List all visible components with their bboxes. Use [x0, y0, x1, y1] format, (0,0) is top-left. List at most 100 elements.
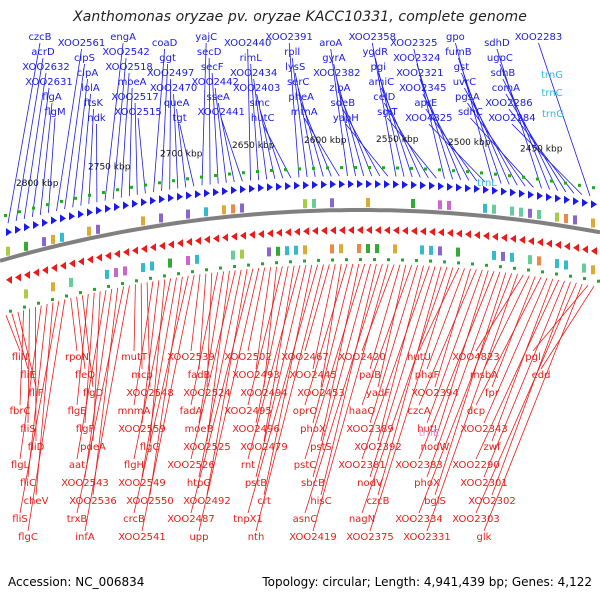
reverse-label-line [206, 270, 230, 442]
gene-label-reverse: zwf [484, 442, 501, 453]
forward-gene-arrow [96, 206, 102, 215]
reverse-label-line [19, 300, 60, 514]
gene-label-rna: trnC [541, 88, 562, 99]
forward-gene-arrow [15, 225, 21, 234]
gene-label-forward: gst [454, 62, 470, 73]
forward-gene-arrow [465, 184, 471, 193]
reverse-label-line [263, 266, 277, 388]
gene-label-reverse: phaF [415, 370, 440, 381]
gene-feature-bar [60, 232, 64, 242]
tick-mark-outer [522, 175, 525, 179]
gene-label-reverse: XOO2539 [167, 352, 214, 363]
reverse-label-line [361, 265, 430, 460]
forward-gene-arrow [42, 218, 48, 227]
tick-mark-inner [247, 263, 250, 267]
gene-feature-bar [591, 265, 595, 275]
gene-feature-bar [123, 266, 127, 276]
rrna-reverse-labels: trnE [419, 428, 440, 439]
reverse-gene-arrow [96, 253, 102, 262]
forward-gene-arrow [6, 228, 12, 237]
gene-feature-bar [573, 215, 577, 225]
reverse-gene-arrow [402, 226, 408, 235]
gene-feature-bar [357, 244, 361, 253]
forward-gene-arrow [519, 189, 525, 198]
tick-mark-inner [415, 259, 418, 262]
gene-feature-bar [501, 251, 505, 261]
reverse-label-line [27, 303, 48, 478]
gene-label-forward: clpS [74, 53, 95, 64]
gene-label-forward: XOO2442 [191, 77, 238, 88]
reverse-gene-arrow [150, 243, 156, 252]
gene-label-reverse: fadB [188, 370, 211, 381]
forward-gene-arrow [321, 180, 327, 189]
gene-label-reverse: phoX [300, 424, 326, 435]
gene-label-forward: XOO2382 [313, 68, 360, 79]
gene-label-forward: pgsA [455, 92, 480, 103]
tick-mark-outer [200, 175, 203, 179]
gene-feature-bar [438, 200, 442, 210]
reverse-label-line [426, 268, 465, 370]
gene-label-forward: aprE [414, 98, 437, 109]
gene-feature-bar [24, 289, 28, 299]
tick-mark-inner [373, 258, 376, 261]
gene-feature-bar [186, 256, 190, 265]
forward-gene-arrow [339, 180, 345, 189]
gene-label-reverse: bglS [424, 496, 446, 507]
tick-mark-inner [261, 262, 264, 266]
forward-gene-arrow [114, 203, 120, 211]
gene-feature-bar [582, 263, 586, 273]
gene-label-reverse: htpG [187, 478, 211, 489]
forward-label-line [339, 93, 373, 177]
reverse-label-line [426, 273, 518, 532]
tick-mark-inner [513, 266, 516, 270]
reverse-label-line [475, 279, 560, 460]
reverse-label-line [84, 288, 113, 478]
gene-label-reverse: XOO2493 [232, 370, 279, 381]
tick-mark-outer [32, 206, 35, 210]
tick-mark-outer [578, 183, 581, 187]
reverse-label-line [133, 278, 171, 460]
gene-label-reverse: nodV [357, 478, 383, 489]
reverse-label-line [418, 269, 477, 406]
gene-label-forward: sseA [206, 92, 230, 103]
forward-label-line [7, 42, 41, 224]
gene-label-reverse: fliE [20, 370, 35, 381]
reverse-label-line [84, 285, 130, 532]
forward-gene-arrow [303, 181, 309, 190]
forward-label-line [496, 48, 542, 189]
tick-mark-outer [410, 166, 413, 170]
reverse-label-line [190, 272, 219, 406]
forward-gene-arrow [87, 208, 93, 217]
gene-label-rna: trnL [477, 178, 497, 189]
forward-label-line [386, 117, 437, 179]
reverse-gene-arrow [492, 232, 498, 241]
tick-mark-outer [536, 177, 539, 181]
gene-label-reverse: czcB [366, 496, 389, 507]
gene-label-reverse: XOO2303 [452, 514, 499, 525]
reverse-gene-arrow [312, 226, 318, 235]
tick-mark-inner [555, 272, 558, 276]
gene-label-reverse: XOO2550 [126, 496, 173, 507]
gene-label-forward: pgi [371, 62, 386, 73]
tick-mark-inner [317, 258, 320, 262]
forward-gene-arrow [213, 188, 219, 197]
forward-gene-arrow [483, 185, 489, 194]
reverse-label-line [320, 263, 360, 442]
gene-label-forward: lolA [81, 83, 100, 94]
reverse-label-line [532, 284, 589, 352]
gene-label-forward: XOO2542 [102, 47, 149, 58]
forward-gene-arrow [492, 186, 498, 195]
reverse-label-line [377, 266, 442, 496]
reverse-gene-arrow [141, 244, 147, 253]
tick-mark-inner [401, 258, 404, 262]
gene-label-reverse: XOO2302 [468, 496, 515, 507]
gene-feature-bar [159, 213, 163, 223]
gene-feature-bar [231, 250, 235, 260]
gene-label-forward: XOO2283 [515, 32, 562, 43]
forward-label-line [330, 48, 348, 177]
forward-label-line [345, 123, 389, 177]
gene-label-reverse: XOO2487 [167, 514, 214, 525]
gene-label-forward: smc [249, 98, 269, 109]
forward-label-line [64, 63, 85, 210]
forward-gene-arrow [546, 193, 552, 202]
